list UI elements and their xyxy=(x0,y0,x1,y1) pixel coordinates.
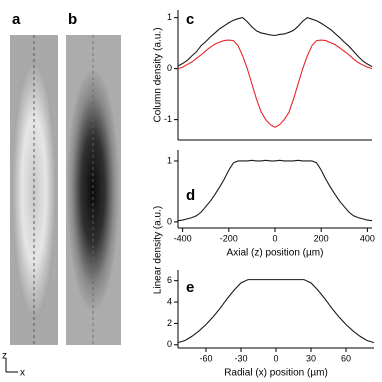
x-tick-label: 400 xyxy=(360,233,375,243)
y-tick-label: 2 xyxy=(167,318,172,328)
panel-label: c xyxy=(186,11,194,28)
x-tick-label: 0 xyxy=(273,353,278,363)
y-axis-title: Column density (a.u.) xyxy=(153,27,164,122)
axis-indicator-label: x xyxy=(20,368,25,379)
panel-label: a xyxy=(12,11,21,28)
y-tick-label: 4 xyxy=(167,296,172,306)
data-line xyxy=(177,279,375,344)
y-tick-label: 6 xyxy=(167,275,172,285)
data-line xyxy=(177,39,373,128)
x-tick-label: 200 xyxy=(314,233,329,243)
x-tick-label: -60 xyxy=(199,353,212,363)
cloud-b xyxy=(67,70,119,310)
y-axis-title: Linear density (a.u.) xyxy=(153,206,164,294)
x-axis-title: Axial (z) position (µm) xyxy=(227,248,324,259)
panel-label: e xyxy=(186,279,194,296)
y-tick-label: 0 xyxy=(167,216,172,226)
x-tick-label: -200 xyxy=(220,233,238,243)
x-tick-label: -30 xyxy=(234,353,247,363)
data-line xyxy=(177,17,373,68)
y-tick-label: 0 xyxy=(167,339,172,349)
x-tick-label: 60 xyxy=(341,353,351,363)
x-axis-title: Radial (x) position (µm) xyxy=(224,368,328,379)
y-tick-label: -1 xyxy=(164,114,172,124)
x-tick-label: -400 xyxy=(174,233,192,243)
y-tick-label: 0 xyxy=(167,63,172,73)
panel-label: d xyxy=(186,187,195,204)
x-tick-label: 30 xyxy=(306,353,316,363)
data-line xyxy=(177,159,373,222)
cloud-a xyxy=(12,60,56,320)
y-tick-label: 1 xyxy=(167,155,172,165)
y-tick-label: 1 xyxy=(167,12,172,22)
panel-label: b xyxy=(68,11,77,28)
axis-indicator-label: z xyxy=(2,351,7,362)
x-tick-label: 0 xyxy=(272,233,277,243)
